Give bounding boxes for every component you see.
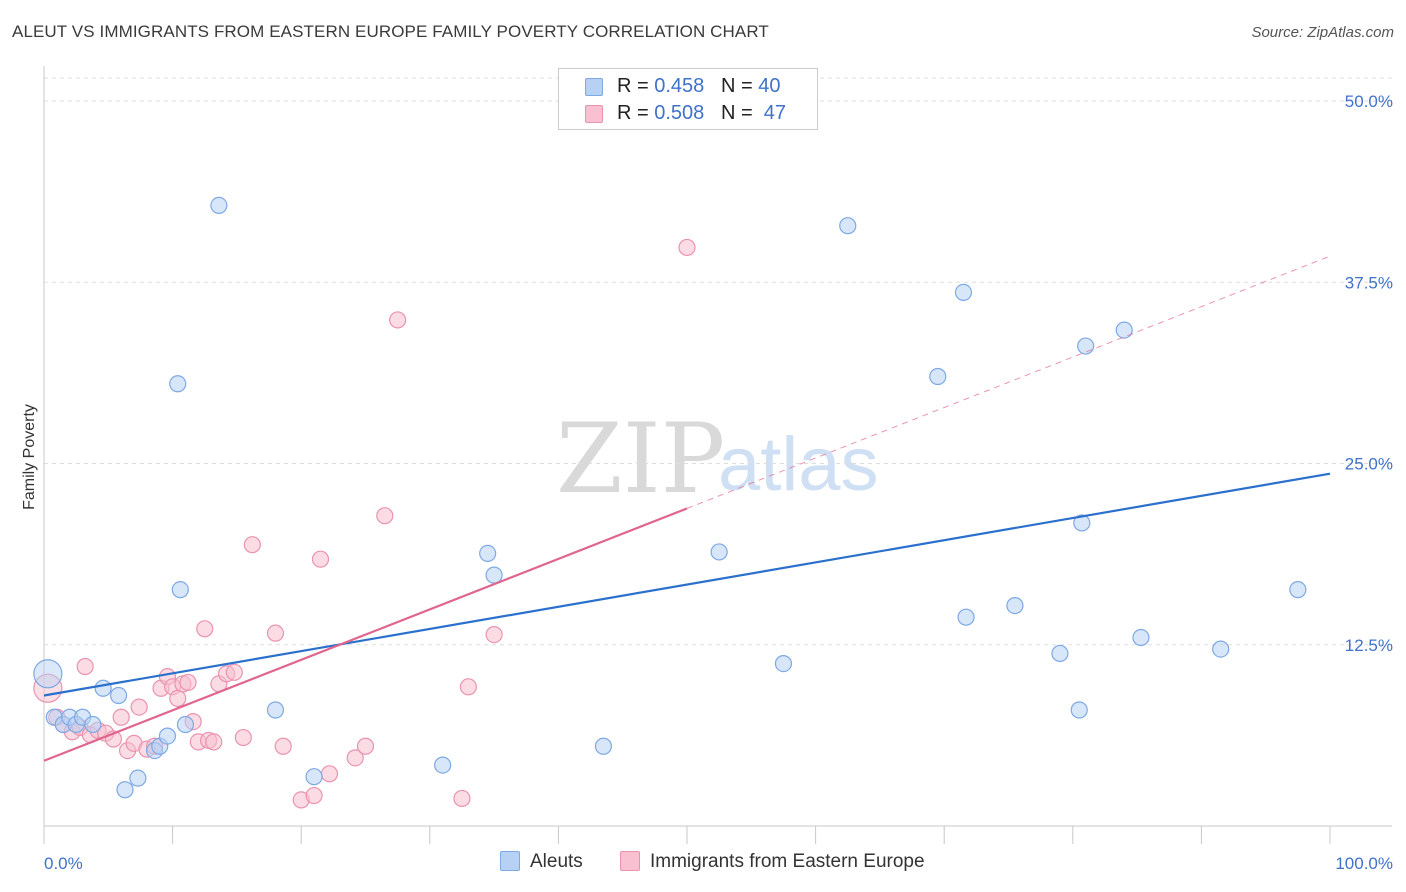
- immigrants-point: [346, 749, 364, 767]
- legend-r-label: R =: [617, 102, 649, 124]
- immigrants-point: [305, 786, 323, 805]
- bottom-legend-immigrants: Immigrants from Eastern Europe: [620, 851, 925, 873]
- y-tick-label: 12.5%: [1345, 636, 1393, 655]
- aleuts-point: [176, 715, 195, 734]
- aleuts-point: [33, 659, 63, 689]
- immigrants-point: [678, 238, 696, 257]
- trend-lines: [43, 255, 1331, 762]
- source-label: Source: ZipAtlas.com: [1251, 24, 1394, 41]
- y-tick-labels: 12.5% 25.0% 37.5% 50.0%: [1345, 92, 1393, 655]
- aleuts-point: [266, 701, 285, 719]
- immigrants-point: [485, 625, 503, 644]
- legend-r-value: 0.458: [654, 75, 705, 97]
- aleuts-trend-line: [43, 472, 1331, 697]
- immigrants-point: [453, 789, 471, 808]
- bottom-legend-swatch-aleuts: [500, 851, 520, 871]
- immigrants-point: [266, 624, 285, 642]
- legend-r-label: R =: [617, 75, 649, 97]
- aleuts-point: [434, 756, 452, 774]
- immigrants-point: [76, 657, 94, 676]
- immigrants-point: [356, 737, 375, 755]
- x-tick-label: 0.0%: [44, 854, 83, 873]
- series-aleuts-points: [33, 196, 1307, 799]
- aleuts-point: [94, 679, 112, 697]
- aleuts-point: [116, 781, 134, 799]
- legend-n-value: 40: [758, 75, 781, 97]
- aleuts-point: [169, 375, 187, 393]
- aleuts-point: [710, 543, 728, 561]
- immigrants-point: [169, 689, 187, 708]
- immigrants-trend-line: [43, 507, 688, 762]
- legend-text-immigrants: R = 0.508 N = 47: [617, 102, 786, 125]
- aleuts-point: [954, 283, 973, 301]
- legend-swatch-immigrants: [585, 105, 603, 123]
- aleuts-point: [84, 715, 102, 734]
- immigrants-point: [234, 728, 252, 747]
- aleuts-point: [305, 768, 323, 786]
- aleuts-point: [774, 654, 793, 673]
- x-tick-labels: 0.0% 100.0%: [44, 854, 1393, 873]
- immigrants-point: [376, 507, 394, 525]
- y-axis-label: Family Poverty: [21, 404, 38, 510]
- immigrants-point: [459, 678, 477, 696]
- immigrants-point: [179, 673, 197, 692]
- aleuts-point: [594, 737, 613, 755]
- x-tick-label: 100.0%: [1335, 854, 1393, 873]
- aleuts-point: [929, 367, 947, 386]
- aleuts-point: [957, 608, 975, 626]
- correlation-legend: R = 0.458 N = 40 R = 0.508 N = 47: [558, 68, 818, 130]
- aleuts-point: [839, 217, 857, 235]
- watermark: ZIP atlas: [556, 403, 879, 515]
- immigrants-point: [320, 765, 339, 783]
- aleuts-point: [1073, 514, 1091, 532]
- aleuts-point: [1077, 337, 1095, 355]
- chart-title: ALEUT VS IMMIGRANTS FROM EASTERN EUROPE …: [12, 22, 769, 41]
- immigrants-point: [389, 311, 407, 329]
- aleuts-point: [171, 581, 189, 599]
- immigrants-point: [274, 737, 292, 755]
- legend-n-value: 47: [763, 102, 787, 124]
- immigrants-point: [311, 550, 330, 568]
- aleuts-point: [1289, 581, 1307, 599]
- bottom-legend-label-aleuts: Aleuts: [530, 851, 583, 872]
- aleuts-point: [129, 769, 147, 787]
- aleuts-point: [109, 686, 128, 705]
- aleuts-point: [479, 544, 497, 563]
- immigrants-trend-extension: [686, 255, 1331, 509]
- watermark-atlas: atlas: [718, 422, 879, 507]
- legend-r-value: 0.508: [654, 102, 705, 124]
- y-tick-label: 25.0%: [1345, 455, 1393, 474]
- aleuts-point: [1115, 321, 1133, 339]
- legend-swatch-aleuts: [585, 78, 603, 96]
- immigrants-point: [243, 536, 261, 554]
- y-tick-label: 50.0%: [1345, 92, 1393, 111]
- series-immigrants-points: [33, 238, 696, 809]
- aleuts-point: [1006, 596, 1024, 615]
- aleuts-point: [485, 566, 503, 584]
- legend-text-aleuts: R = 0.458 N = 40: [617, 75, 780, 98]
- bottom-legend-label-immigrants: Immigrants from Eastern Europe: [650, 851, 925, 872]
- legend-n-label: N =: [720, 75, 753, 97]
- aleuts-point: [1212, 640, 1230, 658]
- aleuts-point: [210, 196, 228, 214]
- watermark-zip: ZIP: [556, 403, 725, 515]
- bottom-legend-aleuts: Aleuts: [500, 851, 583, 873]
- aleuts-point: [1070, 701, 1088, 719]
- bottom-legend-swatch-immigrants: [620, 851, 640, 871]
- aleuts-point: [1132, 628, 1150, 647]
- immigrants-point: [112, 708, 130, 726]
- immigrants-point: [205, 733, 223, 751]
- aleuts-point: [1051, 644, 1069, 663]
- immigrants-point: [196, 620, 214, 638]
- immigrants-point: [225, 663, 243, 681]
- legend-n-label: N =: [720, 102, 753, 124]
- y-tick-label: 37.5%: [1345, 273, 1393, 292]
- immigrants-point: [130, 698, 148, 716]
- aleuts-point: [158, 727, 177, 745]
